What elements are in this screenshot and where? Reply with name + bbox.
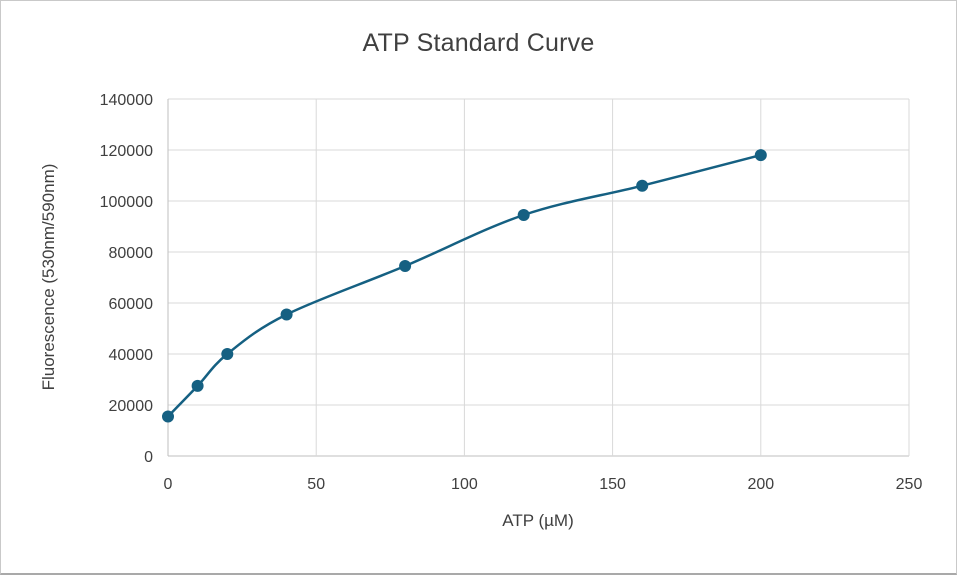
y-tick-label: 120000 — [100, 143, 153, 160]
x-tick-label: 150 — [599, 476, 626, 493]
data-point-marker — [162, 410, 174, 423]
x-tick-label: 0 — [164, 476, 173, 493]
x-tick-label: 100 — [451, 476, 478, 493]
data-point-marker — [221, 348, 234, 360]
y-tick-label: 20000 — [109, 398, 154, 415]
y-tick-label: 140000 — [100, 92, 153, 109]
x-tick-label: 250 — [896, 476, 923, 493]
y-tick-label: 40000 — [109, 347, 154, 364]
y-tick-label: 100000 — [100, 194, 153, 211]
data-point-marker — [191, 379, 204, 392]
chart-title: ATP Standard Curve — [362, 29, 595, 57]
y-axis-label: Fluorescence (530nm/590nm) — [39, 163, 58, 391]
x-tick-label: 200 — [747, 476, 774, 493]
y-tick-label: 60000 — [109, 296, 154, 313]
x-axis-label: ATP (µM) — [502, 511, 574, 530]
data-point-marker — [636, 179, 649, 192]
data-point-marker — [280, 308, 293, 321]
x-tick-label: 50 — [307, 476, 325, 493]
y-tick-label: 80000 — [109, 245, 154, 262]
data-point-marker — [399, 260, 412, 272]
y-tick-label: 0 — [144, 449, 153, 466]
data-point-marker — [754, 149, 767, 162]
data-point-marker — [517, 209, 530, 221]
